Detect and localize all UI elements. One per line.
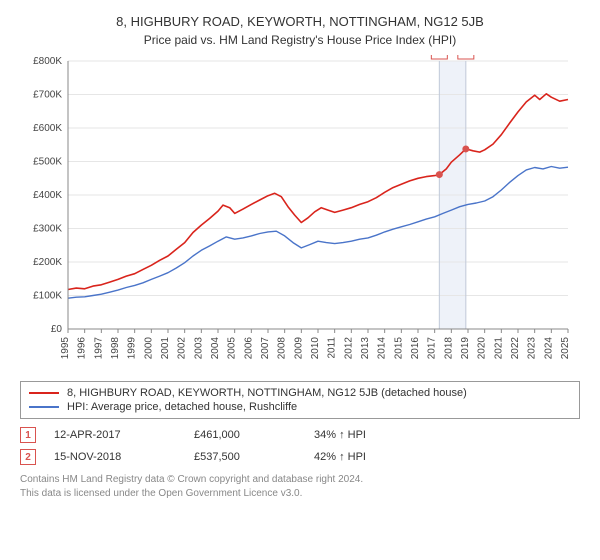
svg-text:1997: 1997 (93, 337, 104, 360)
svg-text:£700K: £700K (33, 90, 62, 101)
svg-text:2025: 2025 (560, 337, 571, 360)
svg-text:2006: 2006 (243, 337, 254, 360)
svg-text:2024: 2024 (543, 337, 554, 360)
price-chart: £0 £100K £200K £300K £400K £500K £600K £700K £80… (20, 55, 580, 375)
footer-line-1: Contains HM Land Registry data © Crown c… (20, 473, 580, 487)
svg-text:2010: 2010 (310, 337, 321, 360)
sale-row: 1 12-APR-2017£461,00034% ↑ HPI (20, 425, 580, 445)
svg-text:2018: 2018 (443, 337, 454, 360)
svg-text:2003: 2003 (193, 337, 204, 360)
svg-text:£500K: £500K (33, 157, 62, 168)
legend-label: HPI: Average price, detached house, Rush… (67, 401, 297, 413)
svg-text:2014: 2014 (377, 337, 388, 360)
svg-text:£400K: £400K (33, 190, 62, 201)
svg-text:£200K: £200K (33, 257, 62, 268)
svg-text:2001: 2001 (160, 337, 171, 360)
svg-text:2004: 2004 (210, 337, 221, 360)
svg-text:2007: 2007 (260, 337, 271, 360)
sales-table: 1 12-APR-2017£461,00034% ↑ HPI 2 15-NOV-201… (20, 425, 580, 467)
sale-row: 2 15-NOV-2018£537,50042% ↑ HPI (20, 447, 580, 467)
svg-text:2019: 2019 (460, 337, 471, 360)
svg-text:2021: 2021 (493, 337, 504, 360)
legend-item: HPI: Average price, detached house, Rush… (29, 400, 571, 414)
svg-text:1: 1 (437, 55, 443, 58)
svg-text:2009: 2009 (293, 337, 304, 360)
svg-text:£0: £0 (51, 324, 63, 335)
svg-text:2005: 2005 (227, 337, 238, 360)
legend-item: 8, HIGHBURY ROAD, KEYWORTH, NOTTINGHAM, … (29, 386, 571, 400)
sale-marker: 2 (20, 449, 36, 465)
sale-vs-hpi: 42% ↑ HPI (314, 451, 444, 463)
svg-text:2012: 2012 (343, 337, 354, 360)
svg-text:2: 2 (463, 55, 469, 58)
page-title: 8, HIGHBURY ROAD, KEYWORTH, NOTTINGHAM, … (20, 14, 580, 29)
svg-text:2023: 2023 (527, 337, 538, 360)
sale-price: £461,000 (194, 429, 314, 441)
svg-text:£600K: £600K (33, 123, 62, 134)
svg-text:2015: 2015 (393, 337, 404, 360)
svg-text:2000: 2000 (143, 337, 154, 360)
svg-text:£100K: £100K (33, 291, 62, 302)
legend-swatch (29, 406, 59, 408)
legend-label: 8, HIGHBURY ROAD, KEYWORTH, NOTTINGHAM, … (67, 387, 467, 399)
svg-text:2011: 2011 (327, 337, 338, 359)
sale-marker: 1 (20, 427, 36, 443)
svg-text:2020: 2020 (477, 337, 488, 360)
sale-vs-hpi: 34% ↑ HPI (314, 429, 444, 441)
svg-text:1999: 1999 (127, 337, 138, 360)
svg-text:£800K: £800K (33, 56, 62, 67)
page-subtitle: Price paid vs. HM Land Registry's House … (20, 33, 580, 47)
svg-text:2017: 2017 (427, 337, 438, 360)
sale-price: £537,500 (194, 451, 314, 463)
svg-text:2008: 2008 (277, 337, 288, 360)
svg-text:1998: 1998 (110, 337, 121, 360)
svg-text:1996: 1996 (77, 337, 88, 360)
footer-attribution: Contains HM Land Registry data © Crown c… (20, 473, 580, 500)
sale-date: 15-NOV-2018 (54, 451, 194, 463)
svg-text:2022: 2022 (510, 337, 521, 360)
sale-date: 12-APR-2017 (54, 429, 194, 441)
svg-text:2002: 2002 (177, 337, 188, 360)
footer-line-2: This data is licensed under the Open Gov… (20, 487, 580, 501)
svg-text:£300K: £300K (33, 224, 62, 235)
svg-text:2016: 2016 (410, 337, 421, 360)
legend-swatch (29, 392, 59, 394)
svg-text:1995: 1995 (60, 337, 71, 360)
svg-text:2013: 2013 (360, 337, 371, 360)
legend: 8, HIGHBURY ROAD, KEYWORTH, NOTTINGHAM, … (20, 381, 580, 419)
